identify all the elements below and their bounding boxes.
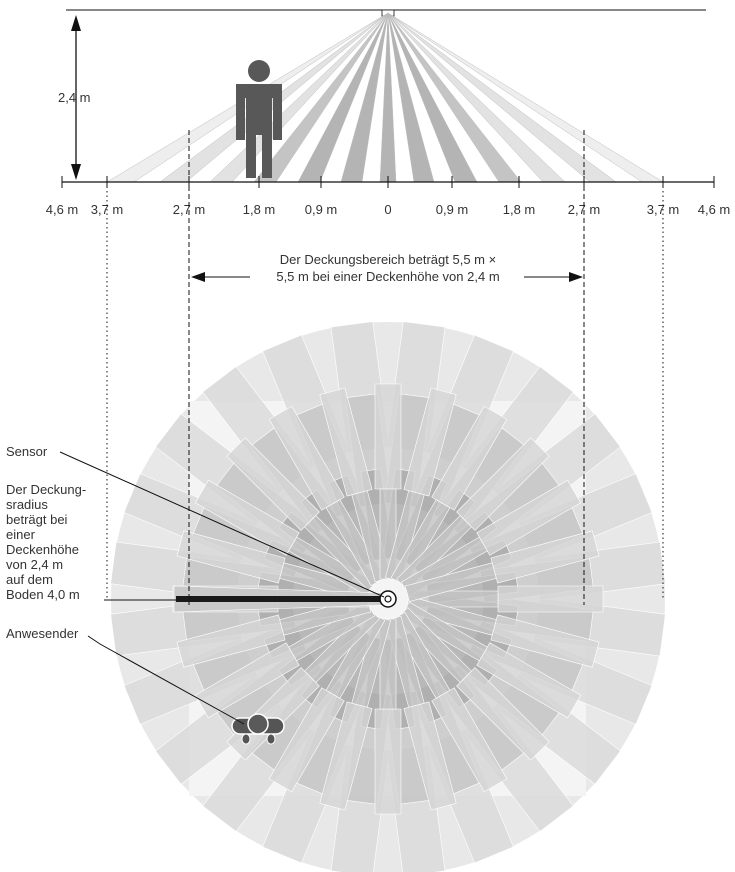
axis-tick-label: 4,6 m: [698, 202, 731, 217]
plan-detection-zone: [404, 562, 497, 602]
plan-detection-zone: [396, 515, 472, 591]
plan-detection-zone: [385, 490, 425, 583]
plan-detection-zone: [390, 499, 451, 587]
plan-detection-zone: [351, 615, 391, 708]
coverage-note-line1: Der Deckungsbereich beträgt 5,5 m ×: [280, 252, 496, 267]
axis-tick-label: 2,7 m: [568, 202, 601, 217]
radius-callout-line: Deckenhöhe: [6, 542, 79, 557]
height-dimension-arrow: [71, 15, 81, 180]
axis-tick-label: 0,9 m: [305, 202, 338, 217]
occupant-top-view-icon: [231, 713, 285, 745]
plan-detection-zone: [400, 601, 488, 662]
plan-detection-zone: [288, 536, 376, 597]
axis-tick-label: 0,9 m: [436, 202, 469, 217]
plan-detection-zone: [325, 611, 386, 699]
height-label: 2,4 m: [58, 90, 91, 105]
projection-lines: [106, 130, 664, 605]
plan-detection-zone: [396, 607, 472, 683]
plan-sensor-icon: [379, 590, 397, 608]
plan-detection-zone: [497, 585, 604, 613]
radius-callout-line: Boden 4,0 m: [6, 587, 80, 602]
axis-tick-label: 2,7 m: [173, 202, 206, 217]
radius-callout-line: auf dem: [6, 572, 53, 587]
standing-person-icon: [236, 60, 282, 178]
occupant-leader-line: [87, 635, 245, 725]
radius-callout-label: Der Deckung-sradius beträgt bei einer Decke…: [6, 482, 86, 602]
side-view: 2,4 m 4,6 m 3,7 m 2,7 m 1,8 m 0,9 m 0 0,9 m 1,8…: [46, 9, 731, 217]
plan-detection-zone: [304, 515, 380, 591]
coverage-dimension: Der Deckungsbereich beträgt 5,5 m × 5,5 …: [191, 252, 583, 284]
radius-callout-line: einer: [6, 527, 36, 542]
radius-callout-line: Der Deckung-: [6, 482, 86, 497]
axis-tick-label: 0: [384, 202, 391, 217]
plan-detection-zone: [404, 596, 497, 636]
occupant-callout-label: Anwesender: [6, 626, 79, 641]
axis-tick-label: 4,6 m: [46, 202, 79, 217]
axis-tick-label: 1,8 m: [243, 202, 276, 217]
axis-tick-label: 1,8 m: [503, 202, 536, 217]
coverage-note-line2: 5,5 m bei einer Deckenhöhe von 2,4 m: [276, 269, 499, 284]
plan-detection-zone: [304, 607, 380, 683]
plan-detection-fan: [110, 321, 666, 872]
side-detection-fan: [106, 12, 664, 183]
sensor-leader-line: [59, 451, 385, 598]
coverage-arrow: [191, 272, 583, 282]
radius-callout-line: beträgt bei: [6, 512, 68, 527]
sensor-callout-label: Sensor: [6, 444, 48, 459]
radius-bar: [176, 596, 386, 602]
axis-tick-labels: 4,6 m 3,7 m 2,7 m 1,8 m 0,9 m 0 0,9 m 1,8 m 2,7 …: [46, 202, 731, 217]
radius-callout-line: von 2,4 m: [6, 557, 63, 572]
plan-detection-zone: [374, 383, 402, 490]
plan-view: [110, 321, 666, 872]
radius-callout-line: sradius: [6, 497, 48, 512]
callouts: Sensor Der Deckung-sradius beträgt bei ein…: [6, 444, 385, 725]
plan-detection-zone: [374, 708, 402, 815]
